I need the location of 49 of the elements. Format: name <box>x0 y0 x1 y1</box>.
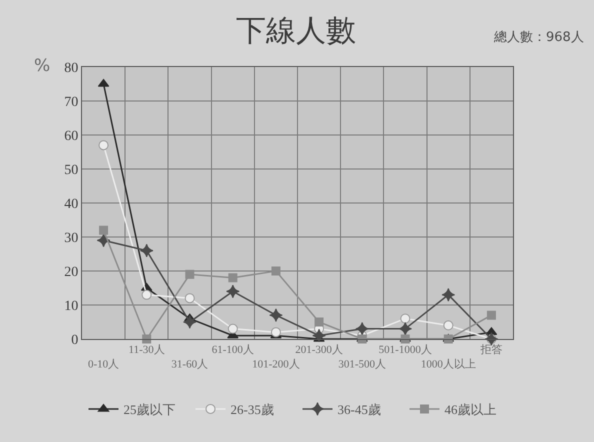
x-tick-label: 61-100人 <box>212 344 254 356</box>
y-axis-title: % <box>34 56 50 76</box>
point <box>96 234 110 248</box>
x-tick-label: 201-300人 <box>295 344 343 356</box>
x-tick-label: 1000人以上 <box>420 358 476 370</box>
x-tick-label: 11-30人 <box>128 344 165 356</box>
y-tick-label: 70 <box>64 94 78 110</box>
point <box>400 314 410 324</box>
y-tick-label: 20 <box>64 264 78 280</box>
point <box>269 308 283 322</box>
point <box>443 320 454 330</box>
y-tick-label: 60 <box>64 128 78 144</box>
y-tick-label: 40 <box>64 196 78 212</box>
x-tick-label: 31-60人 <box>171 358 208 370</box>
point <box>398 322 412 336</box>
point <box>142 334 152 344</box>
x-tick-label: 拒答 <box>479 344 502 356</box>
x-tick-label: 0-10人 <box>88 358 120 370</box>
chart-title: 下線人數 <box>236 14 356 48</box>
y-tick-label: 50 <box>64 162 78 178</box>
point <box>185 270 194 279</box>
point <box>142 290 152 300</box>
legend-label: 26-35歲 <box>230 402 274 418</box>
point <box>226 284 240 298</box>
point <box>312 328 326 342</box>
legend-label: 36-45歲 <box>338 402 381 418</box>
y-tick-label: 30 <box>64 230 78 246</box>
legend-label: 46歲以上 <box>444 402 496 418</box>
y-tick-label: 80 <box>64 60 78 76</box>
y-tick-label: 0 <box>71 332 78 348</box>
point <box>228 324 238 334</box>
point <box>270 327 281 338</box>
point <box>228 273 238 282</box>
point <box>99 226 108 235</box>
legend-label: 25歲以下 <box>124 402 176 418</box>
point <box>271 266 280 276</box>
point <box>184 293 195 304</box>
point <box>98 140 109 150</box>
point <box>486 310 496 320</box>
text: 總人數：968人 <box>493 30 584 45</box>
point <box>442 288 456 302</box>
y-tick-label: 10 <box>64 298 78 314</box>
point <box>182 315 197 329</box>
x-tick-label: 101-200人 <box>252 358 300 370</box>
point <box>355 322 369 336</box>
point <box>140 244 154 258</box>
x-tick-label: 301-500人 <box>338 358 386 370</box>
x-tick-label: 501-1000人 <box>378 344 432 356</box>
point <box>314 318 324 326</box>
